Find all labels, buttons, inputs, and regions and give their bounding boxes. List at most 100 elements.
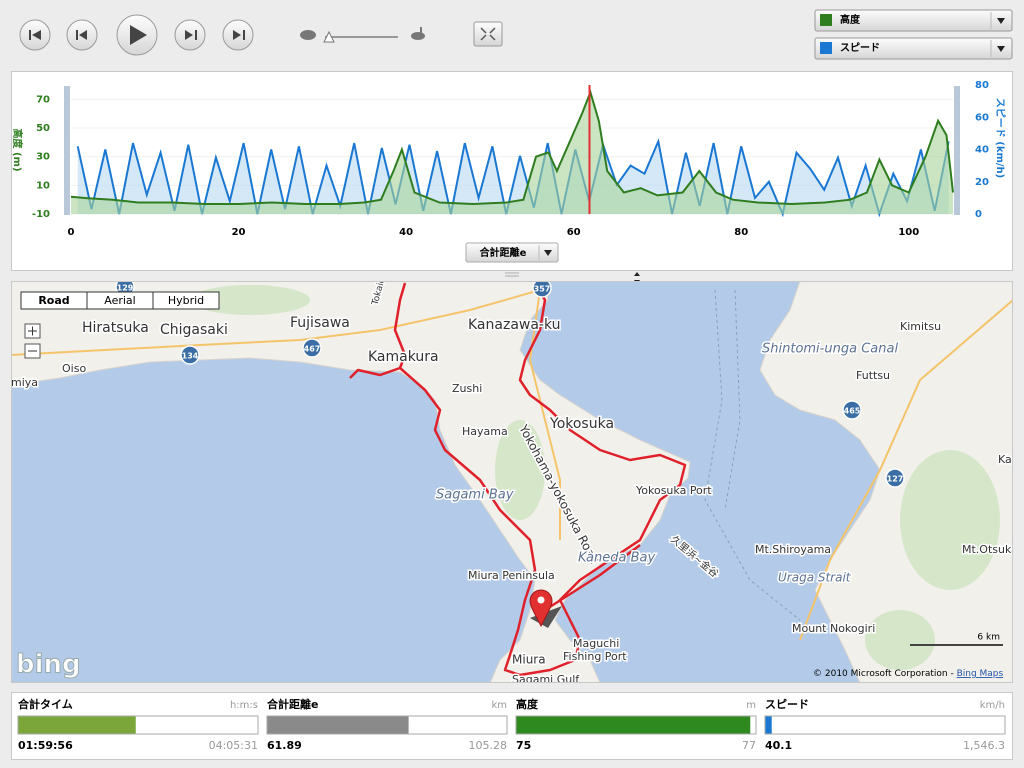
stat-title: 合計距離e [267,697,318,711]
road-shield-label: 467 [304,345,321,354]
zoom [24,323,41,359]
stat-value: 61.89 [267,739,302,752]
road-shield [885,468,905,488]
route [349,282,687,677]
map-label: Kar [998,453,1017,466]
map-mode-button[interactable] [152,291,220,310]
x-dropdown[interactable] [465,242,559,263]
stat-max: 77 [742,739,756,752]
legend-swatch [820,14,832,26]
y-tick-label: 50 [36,123,50,134]
road-shield-label: 134 [182,352,199,361]
x-tick-label: 0 [68,227,75,238]
map-label: Oiso [62,362,86,375]
y2-tick-label: 40 [975,145,989,156]
splitter[interactable] [505,272,519,277]
road-shield [842,400,862,420]
map-pin [529,589,553,628]
dropdown[interactable] [814,9,1013,32]
gauge-fill [267,716,409,734]
ferry-lines [704,289,801,621]
bing-logo: bing [16,650,81,680]
series-line [76,137,950,218]
map-mode-label: Aerial [104,294,135,307]
gauge-track [764,715,1006,735]
map-label: Miura [512,653,546,667]
road-shield [302,338,322,358]
x-tick-label: 80 [734,227,748,238]
stat-value: 01:59:56 [18,739,73,752]
map-label: Shintomi-unga Canal [762,342,898,357]
y2-tick-label: 20 [975,177,989,188]
stat-max: 04:05:31 [209,739,258,752]
map-label: Mt.Shiroyama [755,543,831,556]
stat-unit: h:m:s [230,700,258,711]
series-dropdowns [814,9,1013,60]
playback-icons [29,25,245,45]
y-tick-label: 70 [36,94,50,105]
road-shield [532,281,552,298]
dropdown-arrow [544,250,552,256]
map-frame [11,281,1013,683]
fullscreen-icon [480,27,496,41]
gauge-fill [516,716,751,734]
map-label: Maguchi [573,637,619,650]
gauge-fill [765,716,772,734]
speed-slider[interactable] [300,27,425,43]
y2-axis-label: スピード (km/h) [994,98,1006,178]
x-tick-label: 40 [399,227,413,238]
map-label: Yokosuka [549,416,614,432]
playback [19,14,254,56]
series-line [70,89,954,206]
map-label: Fishing Port [563,650,627,663]
map-label: miya [11,376,38,389]
legend-swatch [820,42,832,54]
map-label: Futtsu [856,369,890,382]
stat-title: 合計タイム [18,697,73,711]
map-label: Sagami Gulf [512,673,580,686]
legend-label: 高度 [840,13,861,26]
axis-band [64,86,70,215]
fullscreen-button[interactable] [473,21,503,47]
map-label: Yokosuka Port [635,484,712,497]
series-area [71,92,953,214]
x-tick-label: 60 [567,227,581,238]
legend-label: スピード [840,42,880,54]
map-modes: Road Aerial Hybrid [20,291,220,310]
x-tick-label: 20 [232,227,246,238]
copyright: © 2010 Microsoft Corporation - Bing Maps [813,669,1004,679]
y-axis-label: 高度 (m) [11,128,24,171]
map-label: Zushi [452,382,482,395]
stat-value: 75 [516,739,531,752]
map-label: Hayama [462,425,508,438]
stats: 合計タイム h:m:s 01:59:56 04:05:31 合計距離e km 61.89 10… [17,697,1006,752]
stat-unit: km/h [980,700,1005,711]
y2-tick-label: 80 [975,80,989,91]
map-label: Kaneda Bay [578,551,656,566]
y2-tick-label: 60 [975,112,989,123]
y2-tick-label: 0 [975,209,982,220]
series-area [77,141,949,214]
chart-panel [11,71,1013,271]
map-label: Kamakura [368,349,439,365]
bing-maps-link[interactable]: Bing Maps [957,669,1004,679]
map-label: Fujisawa [290,315,350,331]
pin-dot [537,596,545,604]
dropdown[interactable] [814,37,1013,60]
road-shield [180,345,200,365]
road-shield-label: 357 [534,285,551,294]
stat-unit: m [746,700,756,711]
stat-unit: km [491,700,507,711]
map-label: Mount Nokogiri [792,622,875,635]
copyright-text: © 2010 Microsoft Corporation - [813,669,957,679]
parks [190,285,1000,670]
stat-title: 高度 [516,697,539,711]
map-label: Kimitsu [900,320,941,333]
map-label: Miura Peninsula [468,569,555,582]
map-label: Sagami Bay [436,488,514,503]
y-tick-label: 30 [36,152,50,163]
map-label: Kanazawa-ku [468,317,561,333]
scale-label: 6 km [977,633,1000,643]
x-tick-label: 100 [898,227,919,238]
